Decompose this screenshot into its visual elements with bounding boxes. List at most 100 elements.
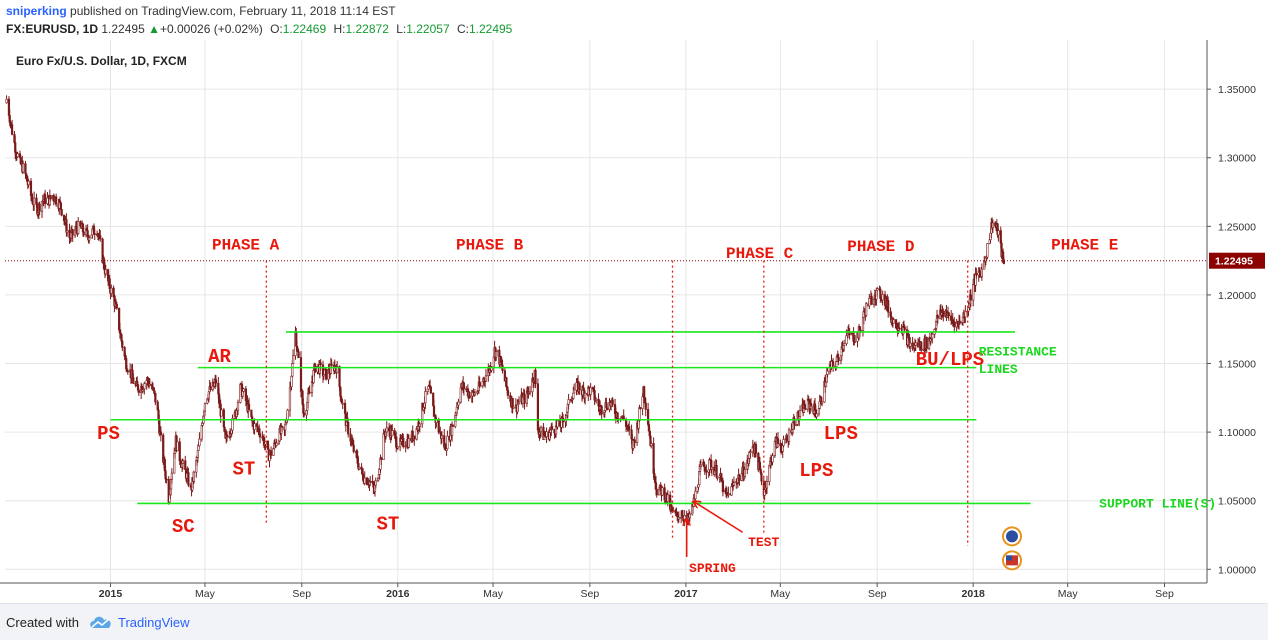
x-tick-label: May (195, 588, 216, 600)
candle-body (225, 434, 229, 438)
candle-body (743, 469, 747, 477)
candle-body (835, 361, 838, 368)
candle-body (5, 98, 8, 104)
candle-body (178, 441, 181, 462)
candle-body (903, 326, 906, 331)
candle-body (258, 433, 262, 438)
plot-area (5, 95, 1031, 557)
candle-body (578, 382, 581, 391)
candle-body (325, 368, 328, 380)
candle-body (798, 410, 802, 417)
candle-body (55, 196, 58, 205)
candle-body (71, 229, 74, 236)
candle-body (44, 194, 47, 205)
up-arrow-icon: ▲ (148, 22, 160, 36)
candle-body (203, 402, 207, 412)
candle-body (809, 403, 813, 407)
candle-body (820, 401, 824, 404)
x-tick-label: Sep (292, 588, 311, 600)
candle-body (573, 389, 576, 394)
candle-body (539, 426, 543, 433)
candle-body (479, 385, 482, 388)
candle-body (319, 362, 322, 366)
candle-body (793, 418, 796, 426)
y-tick-label: 1.35000 (1218, 84, 1256, 96)
candle-body (641, 396, 644, 409)
annotation-label: PHASE E (1051, 237, 1118, 255)
candle-body (222, 409, 225, 428)
candle-body (236, 402, 240, 411)
candle-body (341, 402, 344, 405)
candle-body (715, 465, 718, 478)
annotation-label: PHASE C (726, 245, 794, 263)
open-label: O: (270, 22, 283, 36)
candle-body (787, 429, 791, 442)
candle-body (214, 379, 218, 384)
candle-body (473, 392, 477, 396)
candle-body (352, 444, 355, 452)
candle-body (881, 294, 884, 301)
candle-body (165, 478, 168, 481)
candle-body (93, 233, 96, 235)
candle-body (815, 413, 818, 418)
candle-body (506, 389, 510, 396)
candle-body (231, 418, 234, 431)
tradingview-brand[interactable]: TradingView (118, 615, 190, 630)
candle-body (402, 437, 405, 448)
candle-body (898, 327, 901, 330)
y-tick-label: 1.00000 (1218, 564, 1256, 576)
candle-body (192, 471, 196, 482)
candle-body (429, 386, 432, 394)
tradingview-cloud-icon[interactable] (88, 613, 114, 631)
candle-body (738, 474, 741, 481)
x-tick-label: 2015 (99, 588, 123, 600)
candle-body (297, 351, 300, 358)
candle-body (220, 409, 223, 417)
candle-body (831, 361, 835, 367)
candle-body (845, 335, 848, 344)
candle-body (418, 423, 421, 427)
publish-line: sniperking published on TradingView.com,… (6, 4, 396, 18)
candle-body (776, 438, 780, 444)
annotation-label: PHASE A (212, 237, 280, 255)
candle-body (699, 464, 702, 467)
candles (5, 95, 1006, 527)
candle-body (666, 494, 669, 502)
candle-body (82, 231, 85, 236)
candle-body (643, 386, 646, 399)
candle-body (269, 450, 273, 456)
candle-body (247, 403, 251, 411)
candle-body (925, 337, 928, 349)
ohlc-high: H:1.22872 (333, 22, 388, 36)
candle-body (528, 391, 532, 394)
candle-body (760, 472, 763, 482)
y-tick-label: 1.15000 (1218, 359, 1256, 371)
candle-body (550, 426, 554, 430)
annotation-label: BU/LPS (916, 349, 984, 371)
y-tick-label: 1.05000 (1218, 496, 1256, 508)
annotation-label: AR (208, 346, 231, 368)
candle-body (396, 446, 399, 449)
annotation-label: RESISTANCE (979, 344, 1057, 359)
y-tick-label: 1.10000 (1218, 427, 1256, 439)
y-tick-label: 1.25000 (1218, 221, 1256, 233)
candle-body (931, 333, 934, 339)
candle-body (363, 477, 366, 484)
ohlc-close: C:1.22495 (457, 22, 512, 36)
candle-body (782, 439, 785, 446)
candle-body (975, 273, 978, 276)
candle-body (170, 472, 173, 480)
candle-body (181, 460, 184, 464)
high-label: H: (333, 22, 346, 36)
author-name[interactable]: sniperking (6, 4, 67, 18)
candle-body (153, 390, 156, 394)
candle-body (545, 431, 548, 438)
price-chart[interactable]: 1.00000 1.05000 1.10000 1.15000 1.20000 1.250… (0, 40, 1268, 603)
candle-body (887, 300, 890, 313)
candle-body (969, 294, 972, 301)
candle-body (336, 366, 339, 374)
candle-body (27, 180, 30, 186)
candle-body (99, 235, 102, 240)
candle-body (196, 449, 199, 458)
candle-body (253, 423, 256, 430)
